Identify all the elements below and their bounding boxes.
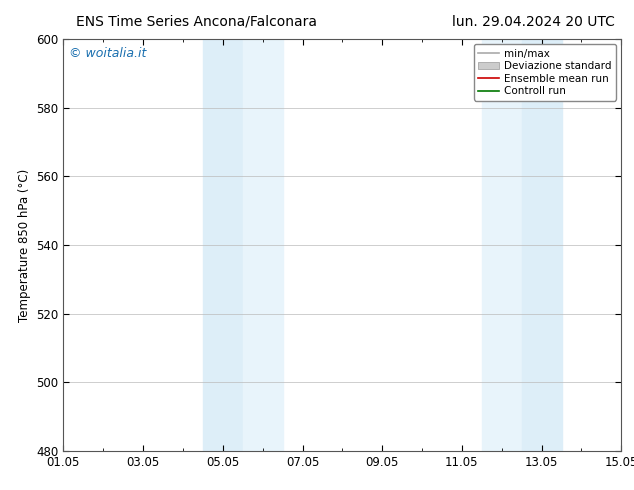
Bar [482,39,522,451]
Bar [522,39,562,451]
Y-axis label: Temperature 850 hPa (°C): Temperature 850 hPa (°C) [18,169,30,321]
Legend: min/max, Deviazione standard, Ensemble mean run, Controll run: min/max, Deviazione standard, Ensemble m… [474,45,616,100]
Text: ENS Time Series Ancona/Falconara: ENS Time Series Ancona/Falconara [76,15,317,29]
Bar [203,39,243,451]
Bar [243,39,283,451]
Text: © woitalia.it: © woitalia.it [69,48,146,60]
Text: lun. 29.04.2024 20 UTC: lun. 29.04.2024 20 UTC [452,15,615,29]
